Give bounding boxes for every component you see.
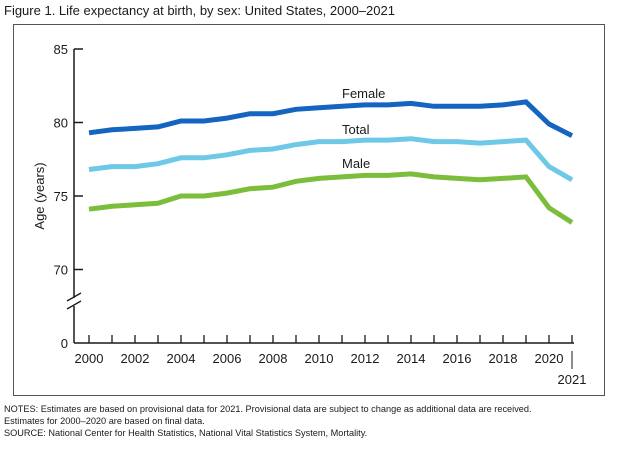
series-label-female: Female [342, 86, 385, 101]
x-tick-label: 2018 [489, 351, 518, 366]
axes: 85 80 75 70 0 Age (years) 2000 2002 2004 2006 2008… [32, 42, 586, 387]
series-label-total: Total [342, 122, 370, 137]
series-line-female [88, 99, 574, 138]
x-tick-label: 2000 [75, 351, 104, 366]
x-tick-label: 2004 [167, 351, 196, 366]
x-tick-label: 2006 [213, 351, 242, 366]
x-tick-label: 2012 [351, 351, 380, 366]
x-tick-label: 2008 [259, 351, 288, 366]
y-tick-label: 0 [61, 336, 68, 351]
x-tick-label: 2010 [305, 351, 334, 366]
y-axis-title: Age (years) [32, 162, 47, 229]
series-lines [88, 99, 574, 225]
series-label-male: Male [342, 156, 370, 171]
notes: NOTES: Estimates are based on provisiona… [4, 403, 532, 439]
x-tick-label: 2002 [121, 351, 150, 366]
series-line-total [88, 136, 574, 182]
figure-title: Figure 1. Life expectancy at birth, by s… [4, 3, 395, 18]
x-tick-label: 2014 [397, 351, 426, 366]
y-tick-label: 70 [54, 263, 68, 278]
series-labels: Female Total Male [342, 86, 385, 171]
x-tick-label: 2016 [443, 351, 472, 366]
notes-line-1: NOTES: Estimates are based on provisiona… [4, 404, 532, 414]
series-line-male [88, 171, 574, 225]
axis-break-mark [66, 300, 82, 310]
source-line: SOURCE: National Center for Health Stati… [4, 428, 368, 438]
y-tick-label: 75 [54, 189, 68, 204]
x-tick-label: 2020 [535, 351, 564, 366]
notes-line-2: Estimates for 2000–2020 are based on fin… [4, 416, 205, 426]
x-tick-label: 2021 [558, 372, 587, 387]
y-tick-label: 80 [54, 116, 68, 131]
chart-frame [13, 24, 605, 396]
y-tick-label: 85 [54, 42, 68, 57]
axis-break-mark [66, 292, 82, 302]
